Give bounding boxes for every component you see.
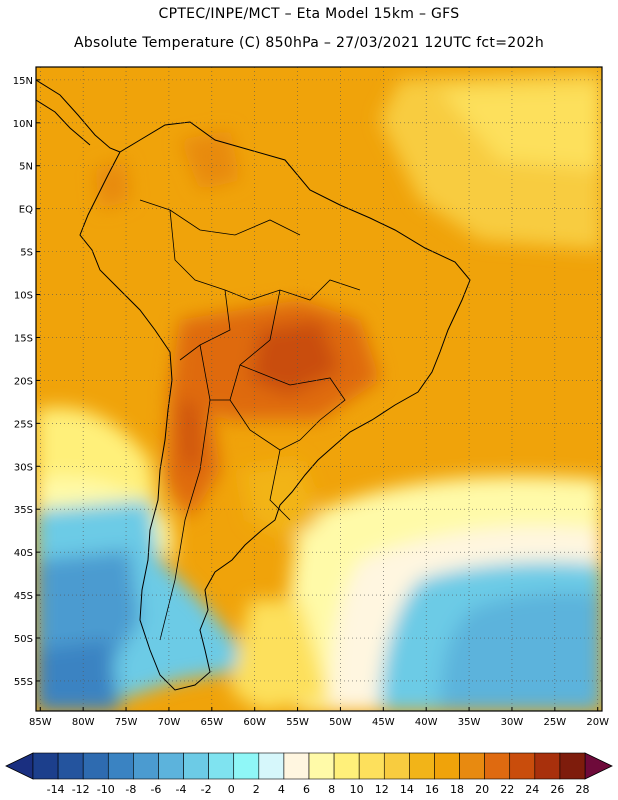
lat-tick-label: 45S: [14, 591, 33, 602]
colorbar-label: 22: [500, 783, 514, 796]
latitude-axis: 15N 10N 5N EQ 5S 10S 15S 20S 25S 30S 35S 40S 45S 50S 5…: [13, 76, 40, 688]
map-subtitle: Absolute Temperature (C) 850hPa – 27/03/…: [73, 35, 545, 51]
central-america-coastline: [36, 79, 121, 153]
lat-tick-label: 55S: [14, 677, 33, 688]
colorbar-label: 4: [278, 783, 285, 796]
colorbar-under-arrow: [5, 752, 34, 780]
lon-tick-label: 20W: [586, 717, 609, 728]
colorbar-cell: [484, 752, 511, 780]
colorbar-label: -8: [125, 783, 136, 796]
lat-tick-label: 30S: [14, 462, 33, 473]
colorbar-cell: [559, 752, 586, 780]
lat-tick-label: 15N: [13, 76, 33, 87]
graticule: [36, 67, 602, 711]
colorbar-cell: [409, 752, 435, 780]
colorbar-label: -6: [150, 783, 161, 796]
colorbar-label: -14: [47, 783, 65, 796]
colorbar-cell: [308, 752, 335, 780]
plot-frame: [35, 66, 603, 712]
colorbar-label: 14: [400, 783, 414, 796]
map-title: CPTEC/INPE/MCT – Eta Model 15km – GFS: [158, 6, 460, 22]
colorbar-label: 2: [253, 783, 260, 796]
colorbar-label: 26: [550, 783, 564, 796]
lon-tick-label: 55W: [286, 717, 309, 728]
lat-tick-label: 10N: [13, 119, 33, 130]
temperature-field: [36, 67, 602, 711]
lat-tick-label: EQ: [19, 205, 33, 216]
lon-tick-label: 35W: [458, 717, 481, 728]
lon-tick-label: 75W: [115, 717, 138, 728]
lat-tick-label: 25S: [14, 419, 33, 430]
colorbar-cell: [133, 752, 159, 780]
lat-tick-label: 15S: [14, 333, 33, 344]
lon-tick-label: 60W: [243, 717, 266, 728]
colorbar-label: -12: [72, 783, 90, 796]
colorbar-label: 24: [525, 783, 539, 796]
colorbar-label: 10: [350, 783, 364, 796]
lat-tick-label: 40S: [14, 548, 33, 559]
lon-tick-label: 45W: [372, 717, 395, 728]
colorbar-cell: [183, 752, 209, 780]
colorbar-cell: [57, 752, 84, 780]
colorbar-label: -10: [97, 783, 115, 796]
colorbar-cell: [434, 752, 460, 780]
colorbar-cell: [459, 752, 485, 780]
lat-tick-label: 5N: [19, 162, 33, 173]
colorbar-label: 0: [228, 783, 235, 796]
lat-tick-label: 5S: [20, 248, 33, 259]
colorbar-label: 8: [328, 783, 335, 796]
lat-tick-label: 10S: [14, 291, 33, 302]
colorbar-cell: [534, 752, 561, 780]
country-borders: [139, 199, 361, 641]
colorbar-label: 16: [425, 783, 439, 796]
lon-tick-label: 30W: [501, 717, 524, 728]
colorbar-label: 20: [475, 783, 489, 796]
colorbar-cell: [509, 752, 536, 780]
south-america-coastline: [79, 121, 471, 691]
colorbar-cell: [233, 752, 260, 780]
colorbar-cell: [82, 752, 109, 780]
temperature-colorbar: -14 -12 -10 -8 -6 -4 -2 0 2 4 6 8 10 12 14 16 18 20 22 24 26…: [5, 752, 613, 796]
lon-tick-label: 70W: [158, 717, 181, 728]
colorbar-cell: [333, 752, 360, 780]
coastline-layer: [36, 79, 471, 691]
colorbar-label: 28: [575, 783, 589, 796]
colorbar-cell: [208, 752, 235, 780]
lon-tick-label: 50W: [329, 717, 352, 728]
lon-tick-label: 85W: [29, 717, 52, 728]
colorbar-label: -2: [201, 783, 212, 796]
lon-tick-label: 65W: [200, 717, 223, 728]
colorbar-label: 6: [303, 783, 310, 796]
colorbar-cell: [158, 752, 184, 780]
colorbar-label: 18: [450, 783, 464, 796]
colorbar-cell: [383, 752, 410, 780]
colorbar-label: -4: [176, 783, 187, 796]
colorbar-cell: [358, 752, 385, 780]
colorbar-cell: [107, 752, 134, 780]
colorbar-label: 12: [375, 783, 389, 796]
lat-tick-label: 35S: [14, 505, 33, 516]
lon-tick-label: 25W: [544, 717, 567, 728]
lat-tick-label: 50S: [14, 634, 33, 645]
lon-tick-label: 80W: [72, 717, 95, 728]
longitude-axis: 85W 80W 75W 70W 65W 60W 55W 50W 45W 40W 35W 30W 25W 2…: [29, 707, 609, 728]
lon-tick-label: 40W: [415, 717, 438, 728]
colorbar-cell: [283, 752, 310, 780]
colorbar-over-arrow: [584, 752, 613, 780]
colorbar-cell: [32, 752, 59, 780]
lat-tick-label: 20S: [14, 376, 33, 387]
colorbar-cell: [258, 752, 285, 780]
